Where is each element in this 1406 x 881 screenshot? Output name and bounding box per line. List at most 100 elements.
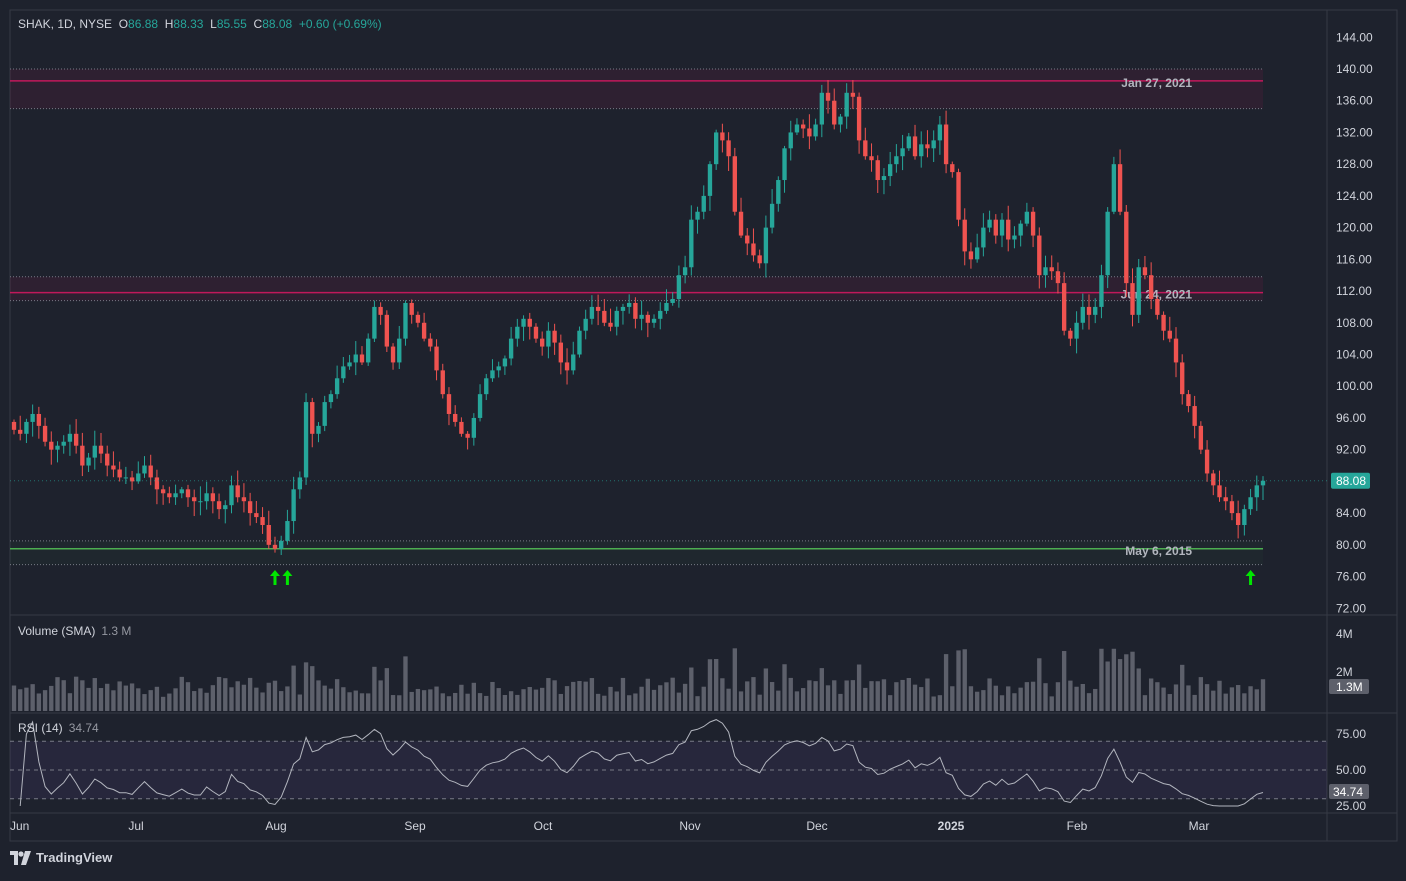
volume-bar bbox=[956, 650, 961, 711]
candle-body bbox=[993, 219, 998, 236]
volume-bar bbox=[484, 695, 489, 711]
candle-body bbox=[390, 346, 396, 363]
price-tick-label: 100.00 bbox=[1336, 379, 1373, 393]
rsi-label: RSI (14) bbox=[18, 721, 63, 735]
candle-body bbox=[297, 477, 303, 490]
candle-body bbox=[1086, 306, 1092, 315]
candle-body bbox=[1080, 306, 1085, 323]
volume-bar bbox=[943, 654, 949, 711]
volume-bar bbox=[1061, 651, 1067, 711]
candle-body bbox=[1024, 211, 1030, 224]
volume-bar bbox=[397, 695, 402, 711]
volume-bar bbox=[1030, 681, 1036, 711]
volume-bar bbox=[863, 687, 868, 711]
volume-bar bbox=[279, 691, 284, 711]
volume-bar bbox=[620, 677, 626, 711]
volume-bar bbox=[987, 678, 992, 711]
volume-bar bbox=[974, 691, 980, 711]
candle-body bbox=[900, 148, 905, 157]
volume-bar bbox=[1086, 693, 1092, 711]
volume-bar bbox=[558, 693, 564, 711]
volume-bar bbox=[695, 696, 700, 711]
candle-body bbox=[850, 92, 856, 97]
arrow-up-shape bbox=[282, 570, 293, 585]
volume-bar bbox=[664, 682, 669, 711]
candle-body bbox=[595, 306, 601, 311]
candle-body bbox=[73, 433, 79, 446]
candle-body bbox=[856, 96, 862, 141]
candle-body bbox=[788, 132, 793, 149]
level-zone bbox=[10, 276, 1263, 301]
candle-body bbox=[440, 370, 445, 395]
volume-bar bbox=[1117, 659, 1123, 711]
volume-bar bbox=[136, 688, 141, 711]
candle-body bbox=[875, 160, 880, 181]
volume-bar bbox=[1142, 695, 1148, 711]
candle-body bbox=[117, 469, 122, 478]
volume-bar bbox=[1242, 693, 1247, 711]
volume-bar bbox=[881, 679, 887, 711]
low-label: L bbox=[210, 17, 217, 31]
volume-bar bbox=[1111, 648, 1117, 711]
candle-body bbox=[627, 302, 632, 307]
volume-bar bbox=[1130, 651, 1135, 711]
volume-bar bbox=[738, 691, 744, 711]
candle-body bbox=[571, 354, 576, 371]
volume-bar bbox=[794, 691, 800, 711]
candle-body bbox=[1223, 497, 1228, 502]
volume-bar bbox=[36, 693, 42, 711]
volume-bar bbox=[701, 686, 706, 711]
brand-label: TradingView bbox=[36, 850, 113, 865]
volume-bar bbox=[1099, 648, 1104, 711]
candle-body bbox=[216, 501, 222, 510]
volume-bar bbox=[1024, 682, 1030, 711]
candle-body bbox=[260, 517, 265, 526]
volume-bar bbox=[993, 685, 998, 711]
candle-body bbox=[1018, 223, 1023, 236]
candle-body bbox=[1043, 267, 1048, 276]
volume-bar bbox=[676, 692, 682, 711]
candle-body bbox=[925, 144, 930, 149]
price-tick-label: 120.00 bbox=[1336, 221, 1373, 235]
volume-bar bbox=[1180, 664, 1185, 711]
volume-bar bbox=[552, 680, 557, 711]
volume-bar bbox=[782, 664, 787, 711]
candle-body bbox=[49, 441, 54, 450]
volume-bar bbox=[98, 688, 104, 711]
volume-bar bbox=[800, 688, 806, 711]
candle-body bbox=[123, 477, 129, 479]
candle-body bbox=[713, 132, 719, 165]
volume-bar bbox=[608, 686, 613, 711]
candle-body bbox=[1155, 298, 1160, 315]
volume-bar bbox=[322, 685, 327, 711]
candle-body bbox=[453, 413, 458, 422]
volume-tick-label: 2M bbox=[1336, 665, 1353, 679]
candle-body bbox=[291, 489, 296, 522]
volume-bar bbox=[123, 685, 129, 711]
volume-bar bbox=[42, 690, 48, 711]
arrow-up-icon bbox=[1245, 570, 1256, 585]
candle-body bbox=[800, 124, 806, 129]
candle-body bbox=[602, 310, 607, 323]
volume-bar bbox=[1093, 688, 1098, 711]
volume-bar bbox=[515, 694, 520, 711]
candle-body bbox=[105, 453, 110, 466]
candle-body bbox=[776, 180, 781, 204]
candle-body bbox=[24, 421, 29, 434]
candle-body bbox=[347, 362, 352, 367]
volume-bar bbox=[1012, 693, 1017, 711]
time-tick-label: Feb bbox=[1067, 819, 1088, 833]
volume-bar bbox=[18, 689, 23, 711]
time-tick-label: Nov bbox=[679, 819, 700, 833]
candle-body bbox=[30, 413, 35, 422]
tradingview-logo[interactable]: TradingView bbox=[10, 850, 112, 865]
volume-bar bbox=[80, 680, 85, 711]
candle-body bbox=[241, 497, 247, 502]
price-tick-label: 108.00 bbox=[1336, 316, 1373, 330]
volume-bar bbox=[1186, 685, 1191, 711]
price-tick-label: 92.00 bbox=[1336, 443, 1366, 457]
candle-body bbox=[738, 211, 744, 236]
volume-bar bbox=[1198, 677, 1204, 711]
